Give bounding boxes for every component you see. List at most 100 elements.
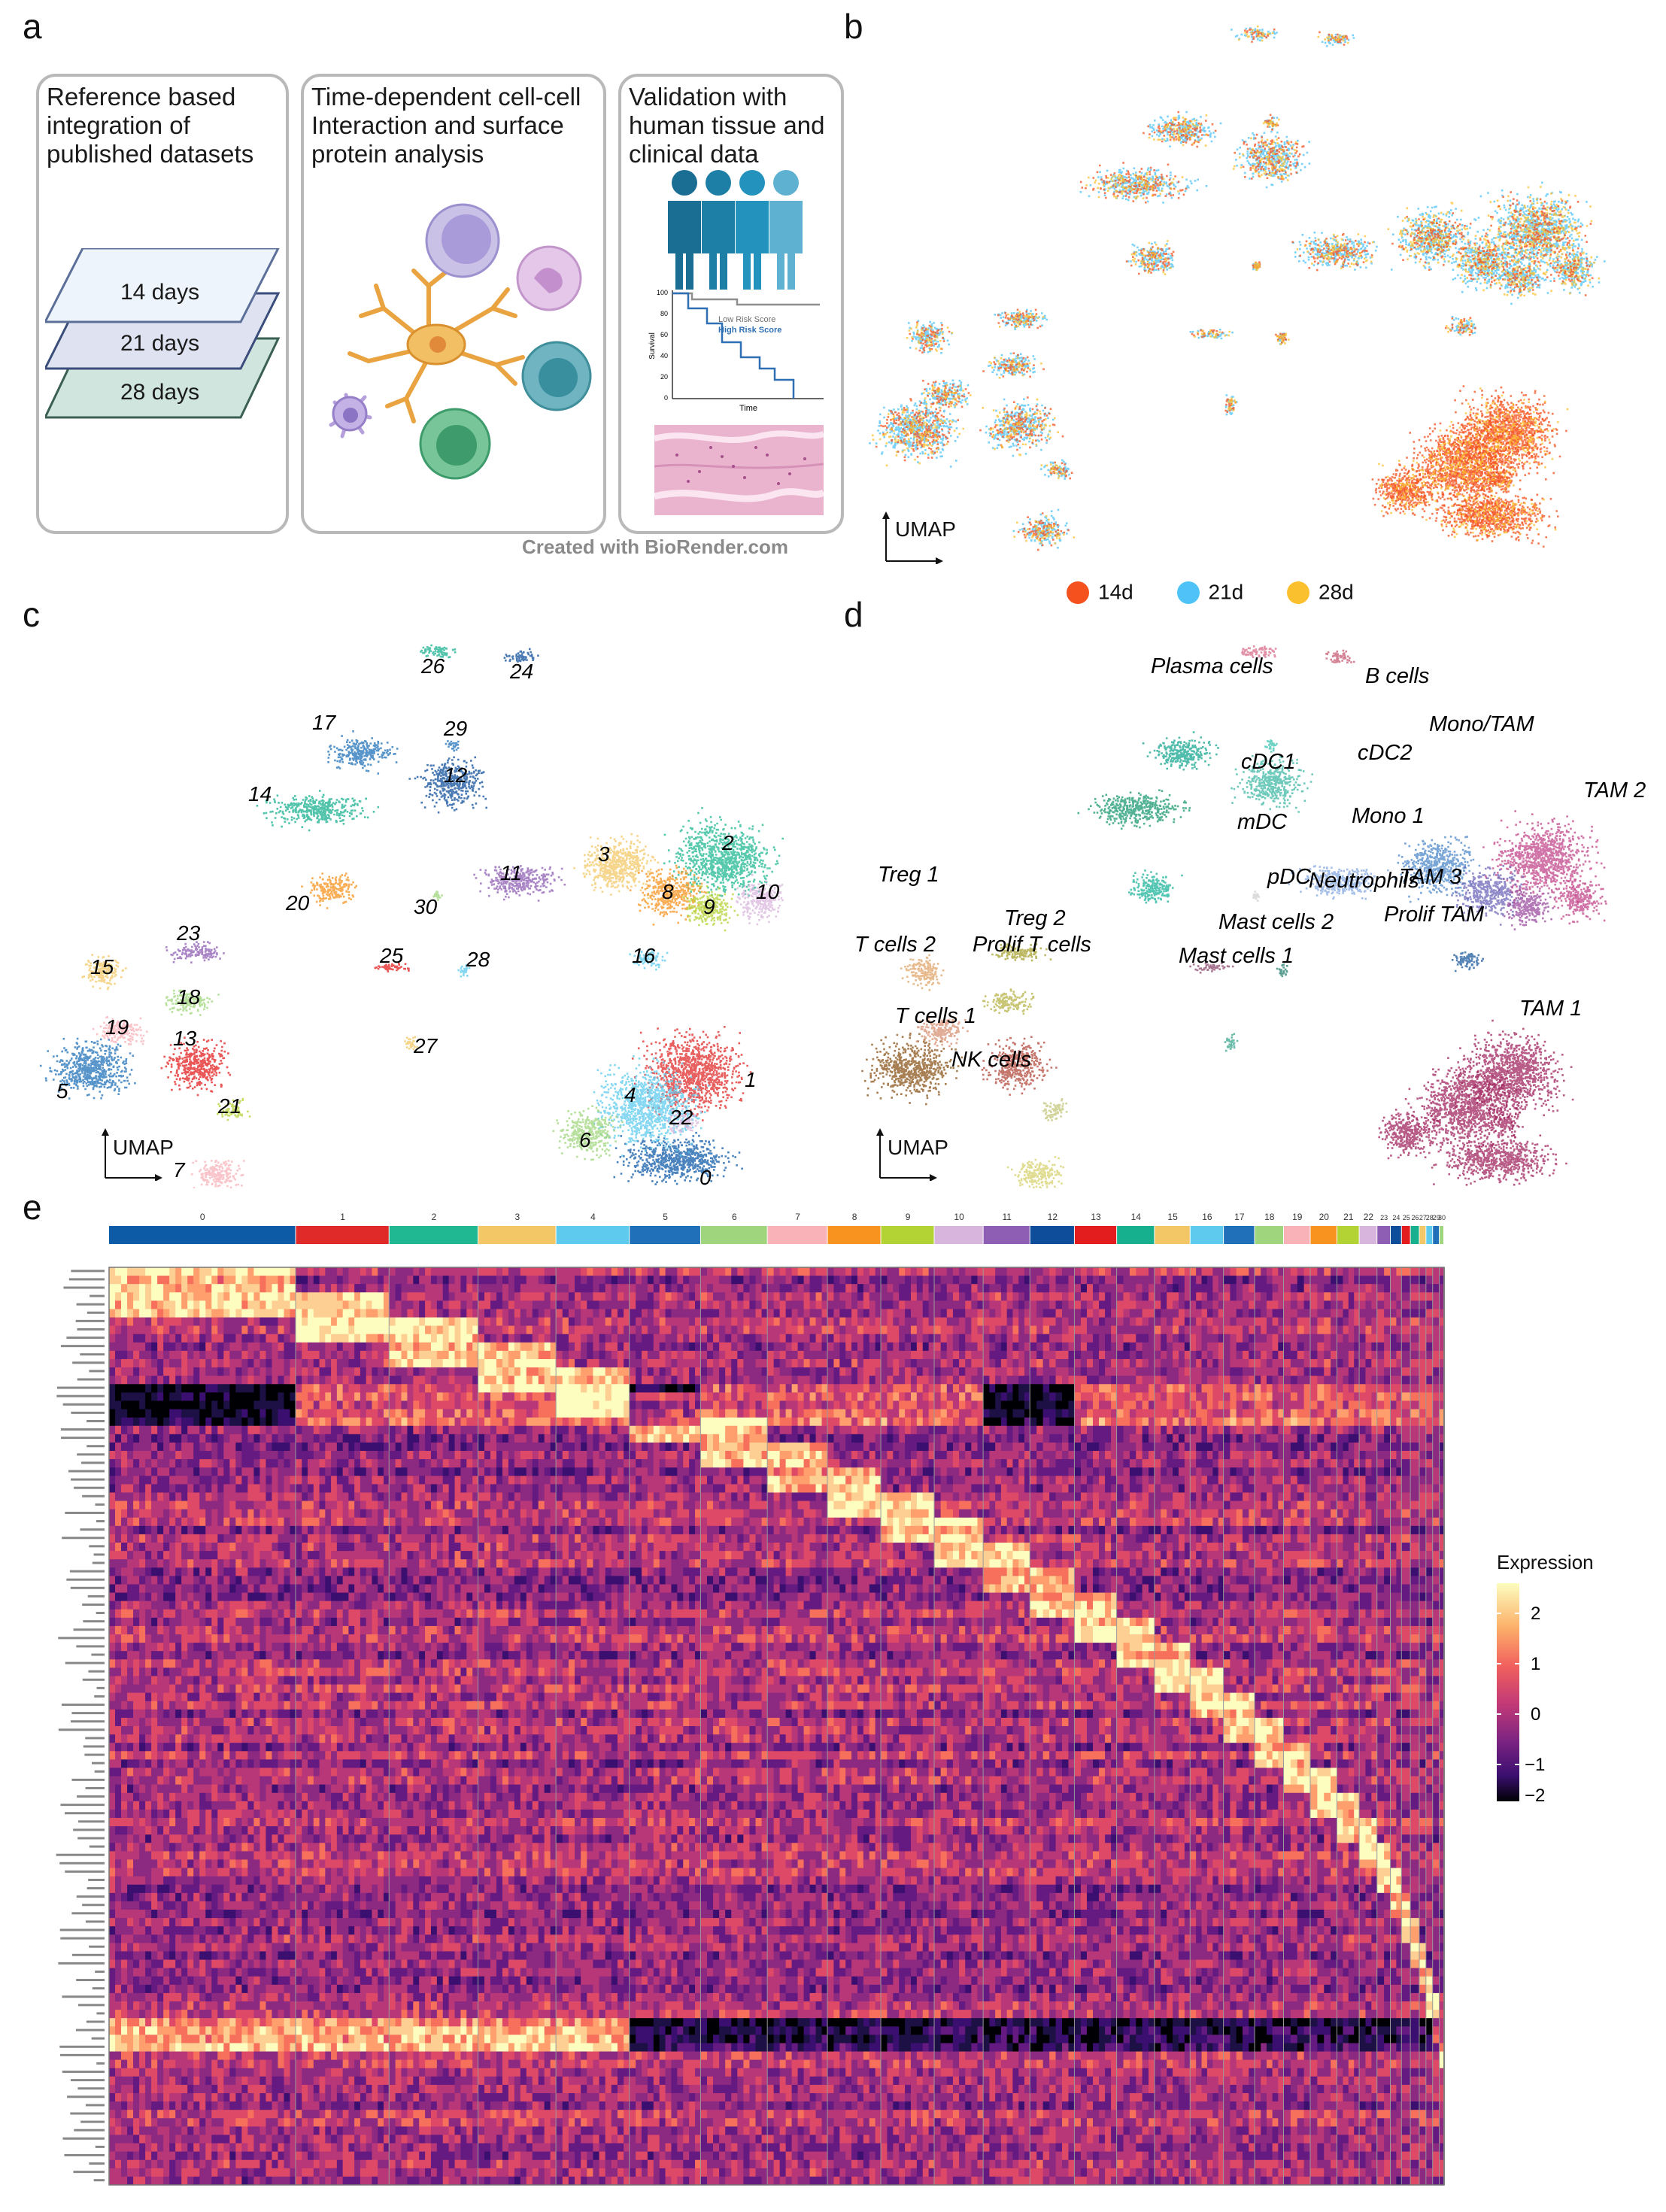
heatmap-column-cluster-2 xyxy=(454,1267,462,2186)
scatter-points xyxy=(190,1159,245,1188)
cluster-band-30 xyxy=(1440,1226,1443,1244)
gene-label xyxy=(87,1595,105,1598)
celltype-label-plasma-cells: Plasma cells xyxy=(1151,654,1273,678)
heatmap-column-cluster-1 xyxy=(331,1267,338,2186)
heatmap-column-cluster-14 xyxy=(1136,1267,1143,2186)
panel-label-a: a xyxy=(23,6,42,47)
timepoint-points-cluster-2 xyxy=(1477,181,1588,279)
cluster-points-9 xyxy=(682,883,739,932)
heatmap-column-cluster-11 xyxy=(1006,1267,1014,2186)
panel-label-d: d xyxy=(844,594,863,635)
cluster-label-27: 27 xyxy=(413,1034,439,1057)
cluster-band-27 xyxy=(1419,1226,1426,1244)
heatmap-column-cluster-12 xyxy=(1049,1267,1057,2186)
gene-label xyxy=(81,1461,105,1464)
heatmap-column-cluster-7 xyxy=(785,1267,793,2186)
heatmap-column-cluster-0 xyxy=(133,1267,140,2186)
scatter-points xyxy=(663,807,784,897)
gene-label xyxy=(60,1428,105,1431)
cluster-tick-25: 25 xyxy=(1403,1214,1410,1221)
heatmap-column-cluster-19 xyxy=(1297,1267,1305,2186)
cluster-label-17: 17 xyxy=(312,711,337,734)
scatter-points xyxy=(1012,508,1069,549)
heatmap-column-cluster-16 xyxy=(1196,1267,1203,2186)
heatmap-column-cluster-0 xyxy=(229,1267,236,2186)
timepoint-points-cluster-3 xyxy=(1387,202,1469,267)
scatter-points xyxy=(1552,245,1606,294)
scatter-points xyxy=(991,939,1052,962)
scatter-points xyxy=(982,398,1059,457)
timepoint-points-cluster-5 xyxy=(875,398,959,462)
heatmap-column-cluster-13 xyxy=(1099,1267,1106,2186)
heatmap-column-cluster-11 xyxy=(1024,1267,1031,2186)
gene-label xyxy=(66,1578,105,1581)
colorbar-gradient xyxy=(1497,1583,1519,1801)
celltype-label-cdc2: cDC2 xyxy=(1358,741,1413,765)
heatmap-column-cluster-3 xyxy=(484,1267,491,2186)
heatmap-column-cluster-17 xyxy=(1230,1267,1237,2186)
umap-axis-b xyxy=(879,511,946,568)
scatter-points xyxy=(1288,865,1389,900)
gene-label xyxy=(73,2171,105,2174)
scatter-points xyxy=(982,352,1045,378)
heatmap-column-cluster-1 xyxy=(348,1267,355,2186)
heatmap-column-cluster-11 xyxy=(983,1267,990,2186)
heatmap-column-cluster-18 xyxy=(1272,1267,1279,2186)
scatter-points xyxy=(1473,186,1593,276)
heatmap-column-cluster-14 xyxy=(1129,1267,1136,2186)
gene-label xyxy=(76,1645,105,1648)
person-icon xyxy=(668,170,701,290)
timepoint-points-cluster-8 xyxy=(1451,235,1520,293)
heatmap-column-cluster-12 xyxy=(1068,1267,1076,2186)
heatmap-column-cluster-10 xyxy=(946,1267,954,2186)
heatmap-column-cluster-2 xyxy=(436,1267,444,2186)
cluster-points-29 xyxy=(445,740,460,752)
scatter-points xyxy=(256,790,380,832)
heatmap-column-cluster-8 xyxy=(833,1267,840,2186)
heatmap-column-cluster-10 xyxy=(971,1267,979,2186)
heatmap-column-cluster-9 xyxy=(881,1267,888,2186)
heatmap-column-cluster-2 xyxy=(442,1267,450,2186)
gene-label xyxy=(86,1445,105,1448)
heatmap-column-cluster-4 xyxy=(611,1267,618,2186)
heatmap-column-cluster-5 xyxy=(653,1267,660,2186)
heatmap-column-cluster-0 xyxy=(187,1267,194,2186)
timepoint-points-cluster-20 xyxy=(1125,246,1175,275)
scatter-points xyxy=(1291,232,1373,272)
cluster-band-25 xyxy=(1401,1226,1410,1244)
cluster-points-26 xyxy=(420,644,457,659)
box2-line: protein analysis xyxy=(311,140,581,168)
heatmap-column-cluster-5 xyxy=(659,1267,666,2186)
heatmap-column-cluster-0 xyxy=(157,1267,164,2186)
scatter-points xyxy=(1503,885,1554,930)
cluster-tick-28: 28 xyxy=(1426,1214,1434,1221)
heatmap-column-cluster-12 xyxy=(1030,1267,1037,2186)
cluster-label-7: 7 xyxy=(173,1158,186,1182)
gene-label xyxy=(96,1612,105,1615)
timepoint-points-cluster-4 xyxy=(1407,420,1516,517)
cluster-points-17 xyxy=(327,730,399,775)
colorbar-tick: 1 xyxy=(1531,1654,1540,1674)
heatmap-column-cluster-4 xyxy=(568,1267,575,2186)
heatmap-column-cluster-0 xyxy=(181,1267,188,2186)
heatmap-column-cluster-23 xyxy=(1377,1267,1385,2186)
cluster-tick-21: 21 xyxy=(1343,1212,1354,1222)
cluster-points-11 xyxy=(473,865,566,902)
cluster-band-4 xyxy=(556,1226,630,1244)
dendritic-cell-icon xyxy=(347,269,525,423)
heatmap-column-cluster-27 xyxy=(1419,1267,1427,2186)
cluster-label-2: 2 xyxy=(721,831,734,854)
gene-label xyxy=(83,1620,105,1623)
scatter-points xyxy=(1276,332,1290,345)
scatter-points xyxy=(92,1015,148,1045)
gene-label xyxy=(70,2112,105,2115)
gene-label xyxy=(85,1737,105,1740)
scatter-points xyxy=(900,954,945,991)
gene-label xyxy=(77,2087,105,2090)
gene-label xyxy=(91,1761,105,1764)
scatter-points xyxy=(1013,515,1076,545)
heatmap-column-cluster-1 xyxy=(313,1267,320,2186)
celltype-points-24 xyxy=(1325,649,1355,664)
heatmap-column-cluster-20 xyxy=(1310,1267,1318,2186)
umap-axis-c xyxy=(98,1128,165,1185)
